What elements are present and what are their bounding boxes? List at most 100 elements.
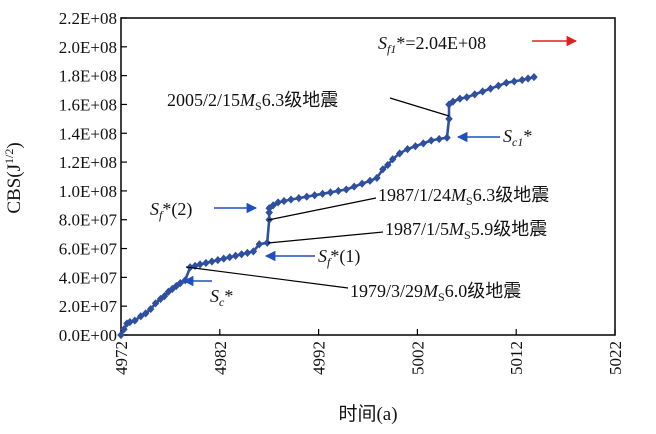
- data-point: [518, 75, 526, 85]
- data-point: [334, 186, 343, 196]
- annotation-sf1-point: Sf*(1): [264, 246, 360, 269]
- data-point: [237, 250, 246, 259]
- annotation-sc: Sc*: [182, 275, 233, 309]
- x-tick-label: 5012: [507, 341, 526, 375]
- data-point: [310, 191, 319, 200]
- data-point: [303, 192, 311, 201]
- data-point: [120, 325, 128, 334]
- y-tick-label: 8.0E+07: [59, 211, 118, 230]
- data-point: [220, 254, 228, 263]
- series-cbs: [117, 72, 538, 340]
- y-axis-title: CBS(J1/2): [2, 142, 25, 213]
- eq2005-label: 2005/2/15MS6.3级地震: [167, 90, 338, 113]
- data-point: [295, 194, 303, 203]
- data-point: [214, 255, 222, 265]
- eq1987a-leader: [267, 197, 377, 221]
- data-point: [435, 134, 443, 144]
- data-point: [265, 208, 273, 217]
- data-point: [443, 133, 451, 142]
- annotation-sc1: Sc1*: [456, 126, 532, 149]
- data-point: [146, 304, 155, 314]
- y-tick-label: 1.4E+08: [59, 124, 117, 143]
- data-point: [478, 87, 487, 96]
- data-point: [255, 240, 264, 249]
- data-point: [117, 330, 125, 340]
- y-axis-ticks: 0.0E+00 2.0E+07 4.0E+07 6.0E+07 8.0E+07 1.0E+…: [59, 9, 127, 345]
- eq1987b-leader: [267, 231, 384, 244]
- annotation-sf2: Sf*(2): [150, 199, 258, 222]
- y-tick-label: 2.0E+07: [59, 297, 118, 316]
- data-point: [379, 165, 387, 174]
- y-tick-label: 2.0E+08: [59, 38, 117, 57]
- data-point: [196, 260, 204, 269]
- plot-frame: [120, 17, 616, 336]
- data-point: [225, 253, 234, 262]
- data-point: [373, 173, 381, 183]
- data-point: [274, 198, 282, 207]
- data-point: [202, 258, 210, 268]
- y-tick-label: 0.0E+00: [59, 326, 117, 345]
- data-point: [411, 142, 420, 151]
- data-point: [366, 176, 374, 185]
- data-point: [403, 145, 412, 154]
- eq2005-leader: [389, 97, 450, 117]
- data-point: [445, 114, 453, 123]
- sf1-point-label: Sf*(1): [318, 246, 360, 269]
- data-point: [486, 84, 495, 93]
- data-point: [510, 77, 518, 86]
- eq1987a-label: 1987/1/24MS6.3级地震: [378, 185, 549, 208]
- data-point: [137, 312, 145, 321]
- eq1979-leader: [185, 266, 349, 289]
- y-tick-label: 1.6E+08: [59, 95, 117, 114]
- data-point: [280, 196, 288, 206]
- data-point: [243, 248, 252, 257]
- x-tick-label: 4982: [211, 341, 230, 375]
- data-point: [395, 149, 404, 158]
- x-tick-label: 5022: [606, 341, 625, 375]
- data-point: [263, 238, 271, 247]
- data-point: [524, 74, 532, 83]
- x-axis-ticks: 4972 4982 4992 5002 5012 5022: [112, 329, 625, 375]
- y-tick-label: 4.0E+07: [59, 268, 118, 287]
- data-point: [456, 94, 464, 103]
- data-point: [176, 279, 185, 288]
- data-point: [350, 182, 358, 191]
- eq1979-label: 1979/3/29MS6.0级地震: [350, 281, 521, 304]
- data-point: [326, 188, 335, 197]
- y-tick-label: 1.8E+08: [59, 67, 117, 86]
- data-point: [141, 309, 150, 318]
- data-point: [388, 155, 397, 164]
- y-tick-label: 6.0E+07: [59, 240, 118, 259]
- data-point: [449, 97, 457, 106]
- data-point: [131, 316, 139, 325]
- data-point: [269, 201, 277, 210]
- data-point: [530, 72, 538, 82]
- annotation-eq1979: 1979/3/29MS6.0级地震: [185, 266, 521, 304]
- data-point: [470, 90, 479, 99]
- x-axis-title: 时间(a): [338, 403, 397, 425]
- annotation-eq1987b: 1987/1/5MS5.9级地震: [267, 219, 547, 244]
- data-point: [287, 195, 295, 204]
- y-tick-label: 1.0E+08: [59, 182, 117, 201]
- y-tick-label: 2.2E+08: [59, 9, 117, 28]
- sc1-label: Sc1*: [503, 126, 532, 149]
- axes: [120, 17, 616, 336]
- sf1-threshold-label: Sf1*=2.04E+08: [378, 33, 486, 56]
- data-point: [342, 185, 351, 194]
- data-point: [463, 93, 471, 102]
- data-point: [160, 292, 169, 301]
- annotation-eq1987a: 1987/1/24MS6.3级地震: [267, 185, 549, 221]
- sf2-label: Sf*(2): [150, 199, 192, 222]
- data-point: [249, 247, 258, 256]
- data-point: [358, 179, 366, 188]
- sc-label: Sc*: [210, 286, 233, 309]
- data-point: [494, 81, 503, 90]
- x-tick-label: 5002: [408, 341, 427, 375]
- x-tick-label: 4972: [112, 341, 131, 375]
- data-point: [151, 299, 160, 308]
- annotation-sf1-threshold: Sf1*=2.04E+08: [378, 33, 578, 56]
- data-point: [208, 257, 216, 266]
- data-point: [384, 160, 392, 170]
